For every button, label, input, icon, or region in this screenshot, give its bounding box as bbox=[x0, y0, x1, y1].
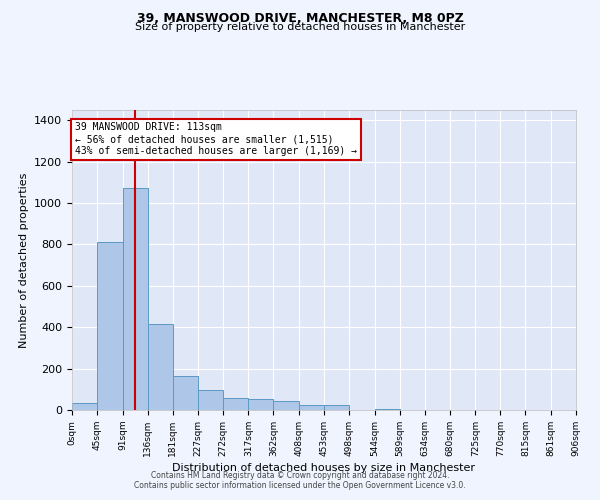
X-axis label: Distribution of detached houses by size in Manchester: Distribution of detached houses by size … bbox=[173, 463, 476, 473]
Text: 39 MANSWOOD DRIVE: 113sqm
← 56% of detached houses are smaller (1,515)
43% of se: 39 MANSWOOD DRIVE: 113sqm ← 56% of detac… bbox=[75, 122, 357, 156]
Bar bbox=[122, 188, 148, 410]
Text: 39, MANSWOOD DRIVE, MANCHESTER, M8 0PZ: 39, MANSWOOD DRIVE, MANCHESTER, M8 0PZ bbox=[137, 12, 463, 26]
Bar bbox=[97, 242, 122, 410]
Text: Contains HM Land Registry data © Crown copyright and database right 2024.
Contai: Contains HM Land Registry data © Crown c… bbox=[134, 470, 466, 490]
Bar bbox=[324, 405, 349, 410]
Bar bbox=[223, 398, 248, 410]
Bar bbox=[374, 409, 400, 410]
Bar bbox=[274, 400, 299, 410]
Bar bbox=[173, 376, 198, 410]
Text: Size of property relative to detached houses in Manchester: Size of property relative to detached ho… bbox=[135, 22, 465, 32]
Bar bbox=[299, 405, 324, 410]
Bar bbox=[148, 324, 173, 410]
Y-axis label: Number of detached properties: Number of detached properties bbox=[19, 172, 29, 348]
Bar bbox=[198, 390, 223, 410]
Bar bbox=[72, 403, 97, 410]
Bar bbox=[248, 398, 274, 410]
